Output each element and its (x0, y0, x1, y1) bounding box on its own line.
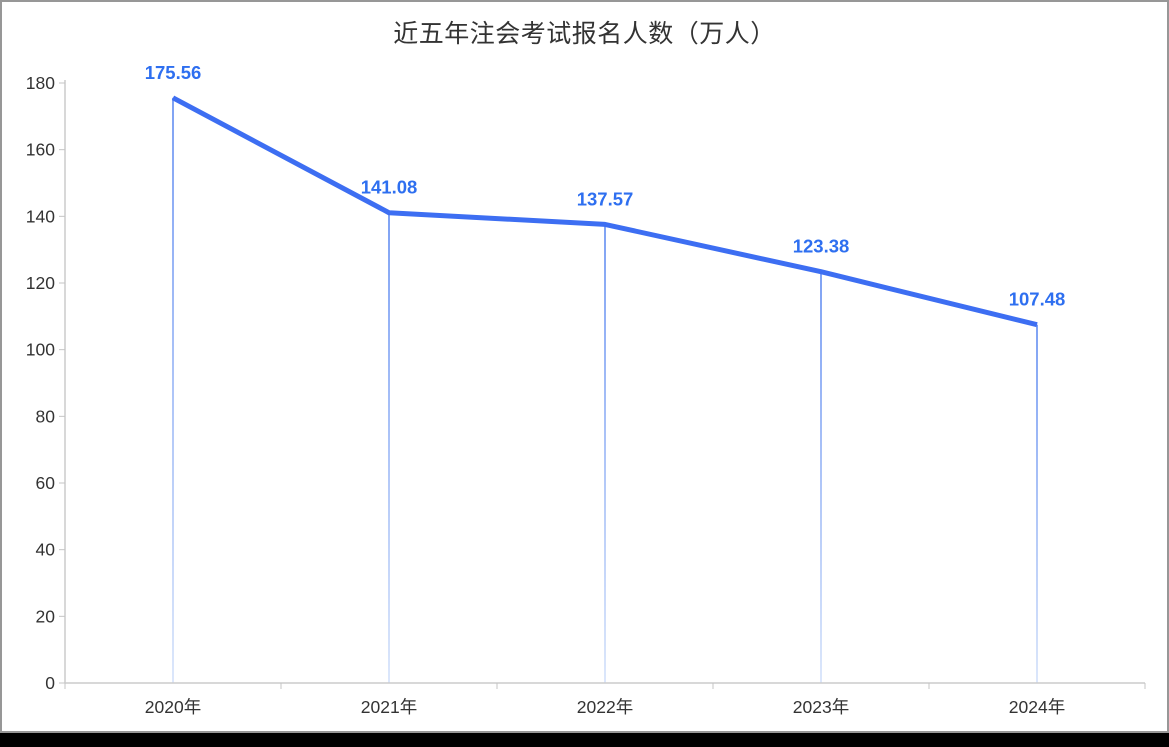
x-axis-category-label: 2023年 (793, 697, 849, 717)
x-axis-category-label: 2021年 (361, 697, 417, 717)
y-axis-tick-label: 40 (36, 540, 56, 560)
line-chart: 0 20 40 60 80 100 120 140 160 180 2020年 2021年 2022年 2… (26, 62, 1146, 717)
data-line (171, 95, 1038, 328)
y-axis-tick-label: 100 (26, 340, 55, 360)
y-axis-tick-label: 120 (26, 273, 55, 293)
drop-line (604, 224, 606, 683)
drop-line (172, 97, 174, 684)
drop-line (388, 212, 390, 683)
data-point-label: 123.38 (793, 236, 850, 257)
data-point-label: 175.56 (145, 62, 202, 83)
y-axis-tick-label: 0 (45, 673, 55, 693)
x-axis-category-label: 2020年 (145, 697, 201, 717)
chart-title: 近五年注会考试报名人数（万人） (393, 20, 776, 48)
data-point-label: 141.08 (361, 177, 418, 198)
data-point-label: 107.48 (1009, 289, 1066, 310)
y-axis-tick-label: 180 (26, 73, 55, 93)
drop-line (1036, 324, 1038, 683)
drop-line (820, 271, 822, 683)
y-axis-tick-label: 160 (26, 140, 55, 160)
data-point-label: 137.57 (577, 188, 634, 209)
x-axis-category-label: 2022年 (577, 697, 633, 717)
y-axis-tick-label: 140 (26, 206, 55, 226)
x-axis-category-label: 2024年 (1009, 697, 1065, 717)
bottom-bar (0, 733, 1169, 747)
y-axis-tick-label: 80 (36, 406, 56, 426)
y-axis-tick-label: 60 (36, 473, 56, 493)
y-axis-tick-label: 20 (36, 606, 56, 626)
